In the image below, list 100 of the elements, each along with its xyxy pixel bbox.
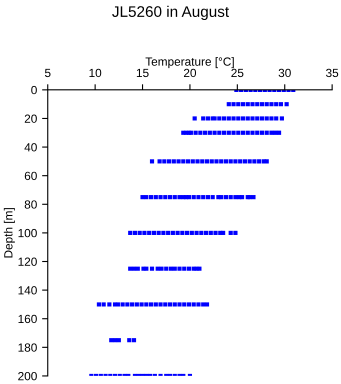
point — [138, 230, 142, 235]
point — [177, 266, 182, 271]
y-tick-label: 0 — [31, 86, 37, 94]
point — [236, 116, 240, 121]
point — [240, 116, 246, 121]
point — [221, 230, 226, 235]
point — [186, 159, 190, 164]
point — [250, 116, 255, 121]
point — [201, 302, 206, 306]
point — [186, 195, 192, 200]
point — [144, 266, 148, 271]
point — [167, 159, 172, 164]
point — [269, 102, 274, 106]
point — [276, 130, 282, 135]
point — [226, 116, 231, 121]
point — [158, 302, 163, 306]
point — [182, 302, 186, 306]
point — [144, 195, 148, 200]
y-tick-label: 20 — [24, 114, 37, 123]
point — [170, 230, 175, 235]
point — [185, 230, 190, 235]
point — [246, 130, 250, 135]
point — [217, 116, 222, 121]
y-tick-label: 40 — [24, 143, 37, 152]
point — [147, 230, 152, 235]
point — [128, 230, 132, 235]
point — [274, 116, 278, 121]
point — [222, 130, 226, 135]
point — [264, 130, 269, 135]
y-tick-label: 200 — [18, 372, 37, 380]
point — [212, 130, 217, 135]
point — [236, 130, 240, 135]
point — [150, 266, 154, 271]
point — [284, 102, 289, 106]
point — [132, 338, 136, 342]
chart-title: JL5260 in August — [112, 6, 230, 20]
point — [264, 159, 269, 164]
point — [194, 230, 199, 235]
point — [190, 159, 195, 164]
point — [208, 130, 212, 135]
point — [264, 116, 269, 121]
point — [112, 338, 118, 342]
point — [242, 159, 248, 164]
y-tick-label: 60 — [24, 172, 37, 180]
point — [172, 159, 176, 164]
point — [154, 302, 158, 306]
point — [154, 195, 158, 200]
point — [136, 266, 140, 271]
point — [250, 130, 255, 135]
point — [164, 266, 168, 271]
point — [186, 302, 192, 306]
point — [140, 302, 144, 306]
point — [158, 195, 163, 200]
x-tick-label: 35 — [326, 68, 338, 78]
point — [280, 116, 284, 121]
point — [233, 230, 238, 235]
point — [127, 338, 132, 342]
point — [148, 195, 154, 200]
point — [195, 159, 200, 164]
point — [107, 302, 112, 306]
point — [120, 302, 125, 306]
y-tick-label: 80 — [24, 200, 37, 209]
point — [228, 159, 233, 164]
point — [192, 116, 197, 121]
point — [182, 266, 186, 271]
point — [226, 130, 231, 135]
point — [116, 302, 120, 306]
point — [159, 266, 164, 271]
y-axis-title: Depth [m] — [4, 208, 15, 258]
point — [224, 159, 228, 164]
point — [177, 302, 182, 306]
point — [228, 195, 233, 200]
point — [163, 195, 168, 200]
point — [240, 102, 246, 106]
point — [255, 130, 260, 135]
point — [172, 302, 177, 306]
point — [198, 130, 202, 135]
point — [128, 266, 132, 271]
point — [224, 195, 228, 200]
point — [166, 230, 170, 235]
point — [210, 195, 215, 200]
point — [208, 230, 213, 235]
point — [96, 302, 102, 306]
point — [236, 102, 240, 106]
point — [144, 302, 148, 306]
point — [181, 159, 186, 164]
point — [156, 266, 160, 271]
point — [248, 159, 252, 164]
y-tick-label: 160 — [18, 314, 37, 324]
point — [176, 159, 181, 164]
y-tick-label: 120 — [18, 258, 37, 266]
point — [190, 230, 194, 235]
point — [152, 230, 156, 235]
y-tick-label: 180 — [18, 343, 37, 352]
point — [125, 302, 130, 306]
point — [273, 130, 278, 135]
point — [269, 130, 274, 135]
point — [130, 302, 134, 306]
point — [158, 159, 162, 164]
point — [278, 102, 284, 106]
